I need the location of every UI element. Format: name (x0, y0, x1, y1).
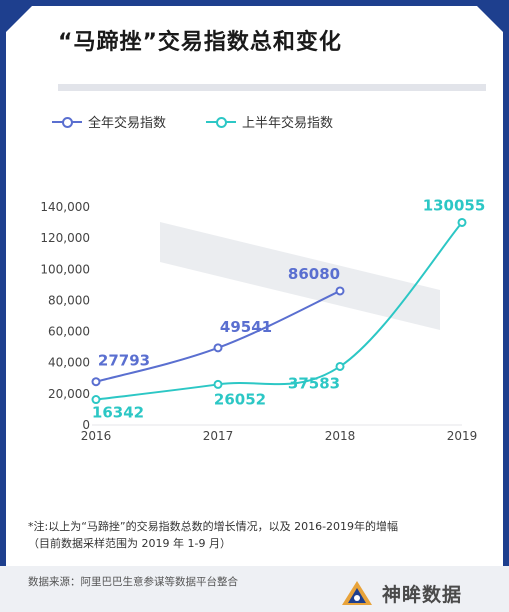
data-label: 37583 (288, 374, 340, 392)
data-point (213, 379, 223, 389)
y-tick-label: 120,000 (40, 231, 90, 245)
frame-top-border (0, 0, 509, 6)
data-label: 16342 (92, 404, 144, 422)
brand-logo-icon (342, 581, 372, 605)
legend-item-half-year: 上半年交易指数 (206, 112, 333, 131)
series-line-half-year (95, 221, 463, 401)
data-label: 49541 (220, 318, 272, 336)
y-tick-label: 40,000 (48, 356, 90, 370)
frame-right-border (503, 0, 509, 612)
data-label: 26052 (214, 390, 266, 408)
data-point (91, 395, 101, 405)
data-label: 27793 (98, 352, 150, 370)
data-point (91, 377, 101, 387)
data-point (335, 286, 345, 296)
series-line-full-year (95, 290, 341, 383)
footnote: *注:以上为“马蹄挫”的交易指数总数的增长情况，以及 2016-2019年的增幅… (28, 518, 398, 552)
legend-marker-half-year (216, 116, 227, 128)
legend-item-full-year: 全年交易指数 (52, 112, 166, 131)
watermark-band (160, 222, 440, 330)
legend-line-half-year (206, 116, 236, 128)
frame-corner-right (471, 0, 509, 38)
x-tick-label: 2019 (447, 429, 478, 443)
data-label: 86080 (288, 265, 340, 283)
data-point (457, 217, 467, 227)
title-divider (58, 84, 486, 91)
source-bar (0, 566, 509, 612)
chart-axes: 0 20,000 40,000 60,000 80,000 100,000 120,000 1… (40, 200, 477, 443)
y-tick-label: 60,000 (48, 325, 90, 339)
footnote-line-1: *注:以上为“马蹄挫”的交易指数总数的增长情况，以及 2016-2019年的增幅 (28, 520, 399, 533)
x-tick-label: 2017 (203, 429, 234, 443)
y-tick-label: 80,000 (48, 293, 90, 307)
legend-line-full-year (52, 116, 82, 128)
legend-label-full-year: 全年交易指数 (88, 116, 167, 131)
y-tick-label: 140,000 (40, 200, 90, 214)
brand-name: 神眸数据 (382, 583, 463, 606)
data-source: 数据来源：阿里巴巴生意参谋等数据平台整合 (28, 576, 238, 588)
chart-title: “马蹄挫”交易指数总和变化 (58, 30, 342, 55)
y-tick-label: 100,000 (40, 262, 90, 276)
legend-marker-full-year (62, 116, 73, 128)
frame-corner-left (0, 0, 38, 38)
y-tick-label: 0 (82, 418, 90, 432)
data-point (213, 343, 223, 353)
chart-series: 27793 49541 86080 16342 26052 37583 130055 (91, 196, 486, 422)
frame-left-border (0, 0, 6, 612)
x-tick-label: 2018 (325, 429, 356, 443)
data-point (335, 361, 345, 371)
x-tick-label: 2016 (81, 429, 112, 443)
legend-label-half-year: 上半年交易指数 (242, 116, 334, 131)
y-tick-label: 20,000 (48, 387, 90, 401)
brand: 神眸数据 (340, 578, 462, 608)
footnote-line-2: （目前数据采样范围为 2019 年 1-9 月） (28, 537, 231, 550)
data-label: 130055 (423, 196, 486, 214)
